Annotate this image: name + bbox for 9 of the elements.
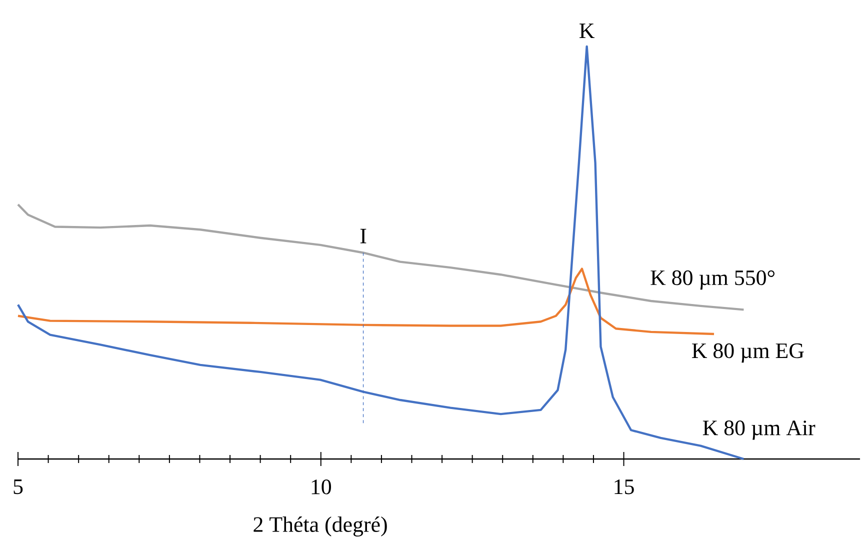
x-tick-label: 5	[14, 479, 23, 494]
x-axis-title: 2 Théta (degré)	[254, 516, 387, 536]
series-label: K 80 µm EG	[692, 343, 804, 363]
annotation: K	[580, 24, 595, 38]
x-tick-label: 10	[312, 480, 332, 494]
ref-line-label: I	[360, 228, 366, 244]
series-label: K 80 µm 550°	[650, 270, 774, 290]
series-label: K 80 µm Air	[702, 420, 816, 440]
x-tick-label: 15	[614, 480, 634, 494]
